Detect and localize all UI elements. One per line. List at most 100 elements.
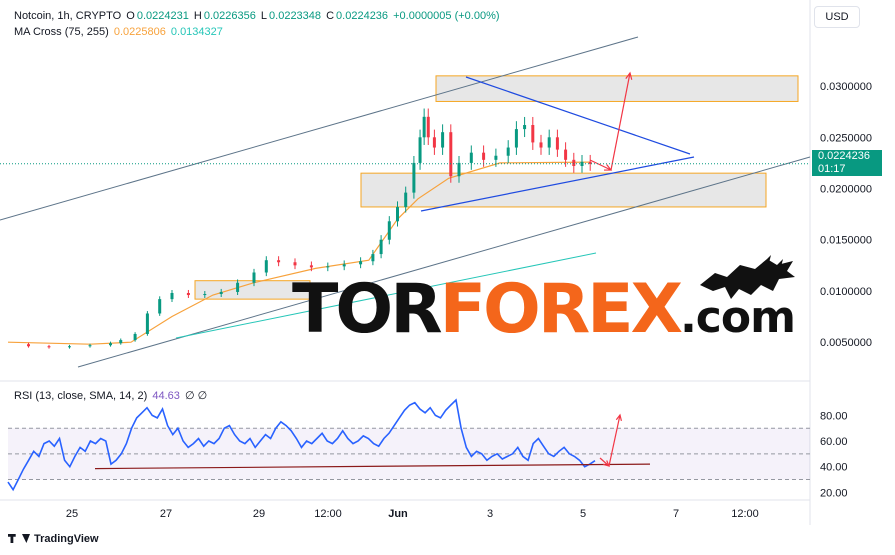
candle-body xyxy=(133,333,137,341)
candle-body xyxy=(396,206,399,222)
rsi-tick-label: 20.00 xyxy=(820,487,848,499)
candle-body xyxy=(326,266,330,268)
time-tick-label: 27 xyxy=(160,508,172,520)
ohlc-header: Notcoin, 1h, CRYPTO O 0.0224231 H 0.022635… xyxy=(14,10,502,22)
rsi-tick-label: 60.00 xyxy=(820,436,848,448)
candle-body xyxy=(514,129,518,148)
candle-body xyxy=(145,313,149,334)
change-value: +0.0000005 (+0.00%) xyxy=(393,10,500,22)
candle-body xyxy=(588,161,592,164)
candle-body xyxy=(203,294,207,296)
close-label: C xyxy=(326,10,335,22)
candle-body xyxy=(371,254,375,262)
candle-body xyxy=(68,346,71,348)
candle-body xyxy=(418,137,422,163)
candle-body xyxy=(170,292,174,300)
ma-label[interactable]: MA Cross (75, 255) xyxy=(14,26,109,38)
tradingview-logo-icon xyxy=(8,534,16,543)
candle-body xyxy=(88,345,92,347)
open-label: O xyxy=(126,10,135,22)
currency-button[interactable]: USD xyxy=(814,6,860,28)
candle-body xyxy=(252,272,256,283)
ma-fast-line xyxy=(7,161,591,345)
support-resistance-zone xyxy=(435,75,799,102)
rsi-support-line xyxy=(94,463,651,470)
time-tick-label: 5 xyxy=(580,508,586,520)
candle-body xyxy=(109,343,112,346)
rsi-line xyxy=(7,398,596,492)
candle-body xyxy=(564,149,568,160)
time-tick-label: 25 xyxy=(66,508,78,520)
candle-body xyxy=(387,221,391,240)
watermark-part2: FOREX xyxy=(439,270,683,349)
rsi-arrow-up xyxy=(608,414,621,467)
time-tick-label: 29 xyxy=(253,508,265,520)
time-tick-label: 12:00 xyxy=(731,508,759,520)
candle-body xyxy=(506,147,510,156)
footer-brand[interactable]: TradingView xyxy=(8,533,99,545)
candle-body xyxy=(539,142,543,148)
forecast-arrow-up-head xyxy=(625,71,633,80)
candle-body xyxy=(441,132,445,148)
candle-body xyxy=(482,152,486,160)
rsi-value: 44.63 xyxy=(152,390,180,402)
channel-upper-line xyxy=(0,36,639,221)
forecast-arrow-down xyxy=(589,159,612,171)
candle-body xyxy=(426,116,430,138)
rsi-label[interactable]: RSI (13, close, SMA, 14, 2) xyxy=(14,390,148,402)
candle-body xyxy=(422,116,426,138)
candle-body xyxy=(379,239,383,255)
symbol-label[interactable]: Notcoin, 1h, CRYPTO xyxy=(14,10,122,22)
rsi-header: RSI (13, close, SMA, 14, 2) 44.63 ∅ ∅ xyxy=(14,389,209,402)
candle-body xyxy=(457,162,461,177)
candle-body xyxy=(219,291,223,295)
candle-body xyxy=(277,260,281,263)
price-badge: 0.0224236 01:17 xyxy=(812,150,882,176)
rsi-extra: ∅ ∅ xyxy=(184,390,208,402)
price-tick-label: 0.0050000 xyxy=(820,337,872,349)
high-label: H xyxy=(193,10,202,22)
candle-body xyxy=(293,262,297,266)
tradingview-logo-mark-icon xyxy=(22,534,30,543)
low-value: 0.0223348 xyxy=(269,10,322,22)
time-tick-label: Jun xyxy=(388,508,408,520)
candle-body xyxy=(359,261,363,265)
price-tick-label: 0.0150000 xyxy=(820,235,872,247)
candle-body xyxy=(264,260,268,273)
candle-body xyxy=(119,340,123,344)
candle-body xyxy=(412,162,416,193)
time-tick-label: 7 xyxy=(673,508,679,520)
candle-body xyxy=(555,137,559,150)
candle-body xyxy=(342,264,346,267)
price-tick-label: 0.0100000 xyxy=(820,286,872,298)
candle-body xyxy=(47,346,51,348)
brand-watermark: TORFOREX.com xyxy=(292,270,796,358)
rsi-tick-label: 80.00 xyxy=(820,410,848,422)
ma-fast-value: 0.0225806 xyxy=(113,26,166,38)
open-value: 0.0224231 xyxy=(136,10,189,22)
candle-body xyxy=(432,137,436,148)
price-tick-label: 0.0250000 xyxy=(820,132,872,144)
candle-body xyxy=(531,125,535,143)
candle-body xyxy=(27,344,30,347)
support-resistance-zone xyxy=(360,172,767,208)
price-tick-label: 0.0200000 xyxy=(820,184,872,196)
candle-body xyxy=(404,192,408,207)
candle-body xyxy=(186,292,190,296)
candle-body xyxy=(236,282,240,292)
time-tick-label: 3 xyxy=(487,508,493,520)
candle-body xyxy=(309,265,313,268)
ma-slow-line xyxy=(175,252,597,339)
candle-body xyxy=(547,137,551,148)
triangle-upper-trendline xyxy=(465,76,691,155)
candle-body xyxy=(494,155,498,160)
triangle-lower-trendline xyxy=(420,156,695,212)
watermark-part3: .com xyxy=(680,292,796,343)
candle-body xyxy=(469,152,473,163)
forecast-arrow-up xyxy=(610,72,631,171)
price-badge-countdown: 01:17 xyxy=(818,163,846,175)
watermark-part1: TOR xyxy=(292,270,443,349)
time-tick-label: 12:00 xyxy=(314,508,342,520)
candle-body xyxy=(523,125,527,130)
